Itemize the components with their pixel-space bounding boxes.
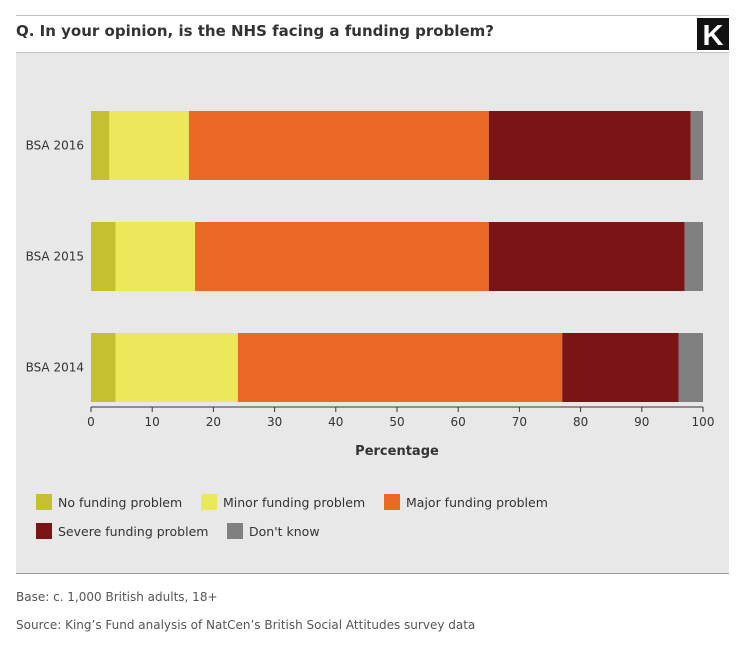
source-note: Source: King’s Fund analysis of NatCen’s… [16, 618, 476, 632]
x-tick-label: 70 [512, 415, 527, 429]
top-rule [16, 15, 729, 16]
legend-item: Minor funding problem [201, 494, 365, 510]
logo-letter: K [703, 20, 724, 50]
x-tick-label: 0 [87, 415, 95, 429]
x-tick-label: 100 [692, 415, 715, 429]
x-tick-label: 80 [573, 415, 588, 429]
bar-segment-3-1 [91, 333, 116, 402]
legend-item: No funding problem [36, 494, 182, 510]
legend-swatch [384, 494, 400, 510]
legend-label: No funding problem [58, 494, 183, 510]
kings-fund-logo: K [697, 18, 729, 50]
chart-panel: BSA 2016 BSA 2015 BSA 2014 0 10 20 30 40 50 60 70 8… [16, 52, 729, 574]
stacked-bar-chart: BSA 2016 BSA 2015 BSA 2014 0 10 20 30 40 50 60 70 8… [26, 111, 715, 459]
category-label: BSA 2014 [26, 361, 84, 375]
bar-segment-1-5 [690, 111, 703, 180]
legend-item: Don't know [227, 523, 320, 539]
legend-swatch [36, 494, 52, 510]
x-tick-label: 40 [328, 415, 343, 429]
bar-segment-3-2 [115, 333, 238, 402]
legend-item: Major funding problem [384, 494, 548, 510]
bar-segment-3-4 [562, 333, 679, 402]
category-label: BSA 2015 [26, 250, 84, 264]
legend-label: Severe funding problem [58, 523, 209, 539]
legend-swatch [227, 523, 243, 539]
bar-segment-2-4 [488, 222, 685, 291]
legend-swatch [201, 494, 217, 510]
legend-item: Severe funding problem [36, 523, 208, 539]
x-tick-label: 60 [451, 415, 466, 429]
x-tick-label: 50 [389, 415, 404, 429]
x-tick-label: 30 [267, 415, 282, 429]
x-tick-label: 10 [145, 415, 160, 429]
bar-segment-2-5 [684, 222, 703, 291]
legend-label: Major funding problem [406, 494, 548, 510]
category-label: BSA 2016 [26, 139, 84, 153]
bar-segment-2-2 [115, 222, 196, 291]
chart-question: Q. In your opinion, is the NHS facing a … [16, 22, 495, 40]
legend-label: Don't know [249, 523, 320, 539]
bar-segment-3-3 [237, 333, 563, 402]
bar-segment-1-3 [188, 111, 489, 180]
bar-segment-2-1 [91, 222, 116, 291]
legend-label: Minor funding problem [223, 494, 366, 510]
bar-segment-1-1 [91, 111, 110, 180]
x-tick-label: 20 [206, 415, 221, 429]
base-note: Base: c. 1,000 British adults, 18+ [16, 590, 218, 604]
x-tick-label: 90 [634, 415, 649, 429]
bar-segment-1-2 [109, 111, 189, 180]
bar-segment-3-5 [678, 333, 703, 402]
bar-segment-2-3 [195, 222, 489, 291]
bar-segment-1-4 [488, 111, 691, 180]
x-axis-title: Percentage [355, 444, 439, 459]
legend-swatch [36, 523, 52, 539]
